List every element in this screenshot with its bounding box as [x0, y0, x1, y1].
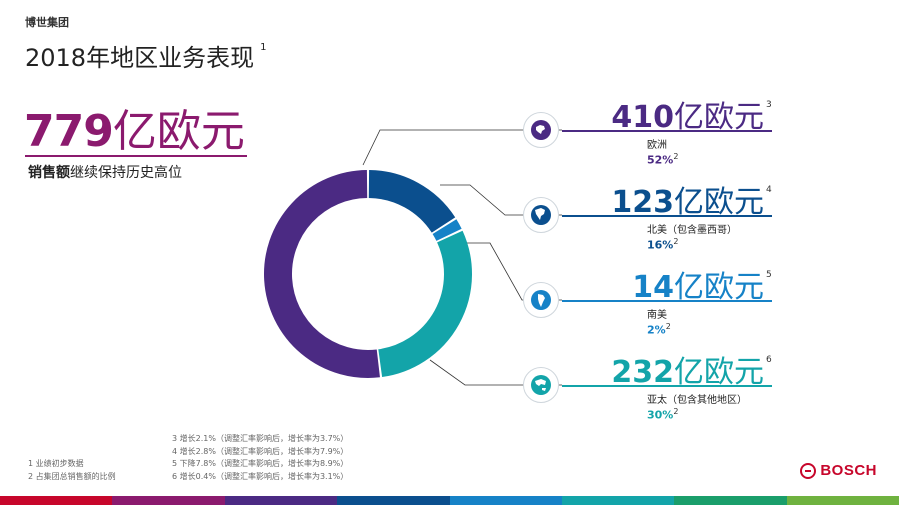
asia-pacific-globe-icon: [523, 367, 559, 403]
region-value: 123亿欧元: [611, 177, 764, 221]
subtitle-rest: 继续保持历史高位: [70, 165, 182, 181]
bosch-armature-icon: [800, 462, 817, 479]
region-name: 亚太（包含其他地区）: [647, 395, 747, 406]
region-unit: 亿欧元: [674, 355, 764, 390]
region-percent: 2%2: [647, 322, 671, 337]
europe-globe-icon: [523, 112, 559, 148]
brand-bar-segment: [449, 496, 562, 505]
region-amount: 410: [611, 100, 674, 135]
footnotes-left: 1 业绩初步数据 2 占集团总销售额的比例: [28, 458, 116, 483]
footnote-5: 5 下降7.8%（调整汇率影响后，增长率为8.9%）: [172, 459, 349, 468]
footnotes-right: 3 增长2.1%（调整汇率影响后，增长率为3.7%） 4 增长2.8%（调整汇率…: [172, 433, 348, 483]
region-underline: [562, 300, 772, 302]
north-america-globe-icon: [523, 197, 559, 233]
brand-bar-segment: [337, 496, 450, 505]
region-amount: 232: [611, 355, 674, 390]
total-sales: 779亿欧元: [24, 95, 245, 159]
bosch-logo: BOSCH: [800, 462, 877, 479]
region-amount: 14: [632, 270, 674, 305]
region-name: 北美（包含墨西哥）: [647, 225, 737, 236]
region-underline: [562, 215, 772, 217]
region-percent-note: 2: [673, 407, 679, 416]
total-subtitle: 销售额继续保持历史高位: [28, 162, 182, 182]
region-percent-value: 30%: [647, 408, 674, 422]
brand-bar-segment: [0, 496, 113, 505]
donut-segment-north-america: [368, 170, 456, 234]
donut-segments: [264, 170, 472, 378]
donut-segment-asia-pacific: [377, 230, 472, 378]
region-unit: 亿欧元: [674, 185, 764, 220]
leader-line-europe: [362, 129, 562, 166]
page-title-text: 2018年地区业务表现: [25, 44, 255, 72]
title-footnote-marker: 1: [260, 42, 267, 53]
footnote-1: 1 业绩初步数据: [28, 459, 84, 468]
region-footnote-marker: 3: [766, 100, 772, 110]
region-percent-value: 16%: [647, 238, 674, 252]
total-sales-unit: 亿欧元: [112, 106, 245, 157]
south-america-globe-icon: [523, 282, 559, 318]
brand-color-bar: [0, 496, 899, 505]
region-value: 232亿欧元: [611, 347, 764, 391]
region-percent-value: 2%: [647, 323, 666, 337]
page-title: 2018年地区业务表现 1: [25, 38, 266, 73]
region-percent: 16%2: [647, 237, 678, 252]
footnote-3: 3 增长2.1%（调整汇率影响后，增长率为3.7%）: [172, 434, 349, 443]
region-unit: 亿欧元: [674, 270, 764, 305]
donut-segment-south-america: [432, 219, 462, 242]
company-name: 博世集团: [25, 16, 69, 29]
brand-bar-segment: [674, 496, 787, 505]
region-footnote-marker: 5: [766, 270, 772, 280]
region-value: 14亿欧元: [632, 262, 764, 306]
region-underline: [562, 130, 772, 132]
region-footnote-marker: 4: [766, 185, 772, 195]
subtitle-bold: 销售额: [28, 165, 70, 181]
footnote-2: 2 占集团总销售额的比例: [28, 471, 116, 481]
region-footnote-marker: 6: [766, 355, 772, 365]
total-sales-value: 779: [24, 106, 114, 157]
region-percent-value: 52%: [647, 153, 674, 167]
brand-bar-segment: [786, 496, 899, 505]
total-underline: [25, 155, 247, 157]
region-percent-note: 2: [673, 152, 679, 161]
region-name: 欧洲: [647, 140, 667, 151]
region-value: 410亿欧元: [611, 92, 764, 136]
donut-segment-europe: [264, 170, 380, 378]
region-percent: 30%2: [647, 407, 678, 422]
region-percent-note: 2: [673, 237, 679, 246]
region-underline: [562, 385, 772, 387]
region-amount: 123: [611, 185, 674, 220]
brand-bar-segment: [561, 496, 675, 505]
region-percent-note: 2: [665, 322, 671, 331]
region-name: 南美: [647, 310, 667, 321]
brand-bar-segment: [112, 496, 225, 505]
bosch-logo-text: BOSCH: [820, 462, 877, 479]
footnote-6: 6 增长0.4%（调整汇率影响后，增长率为3.1%）: [172, 471, 349, 481]
region-percent: 52%2: [647, 152, 678, 167]
brand-bar-segment: [224, 496, 338, 505]
footnote-4: 4 增长2.8%（调整汇率影响后，增长率为7.9%）: [172, 446, 349, 456]
region-unit: 亿欧元: [674, 100, 764, 135]
